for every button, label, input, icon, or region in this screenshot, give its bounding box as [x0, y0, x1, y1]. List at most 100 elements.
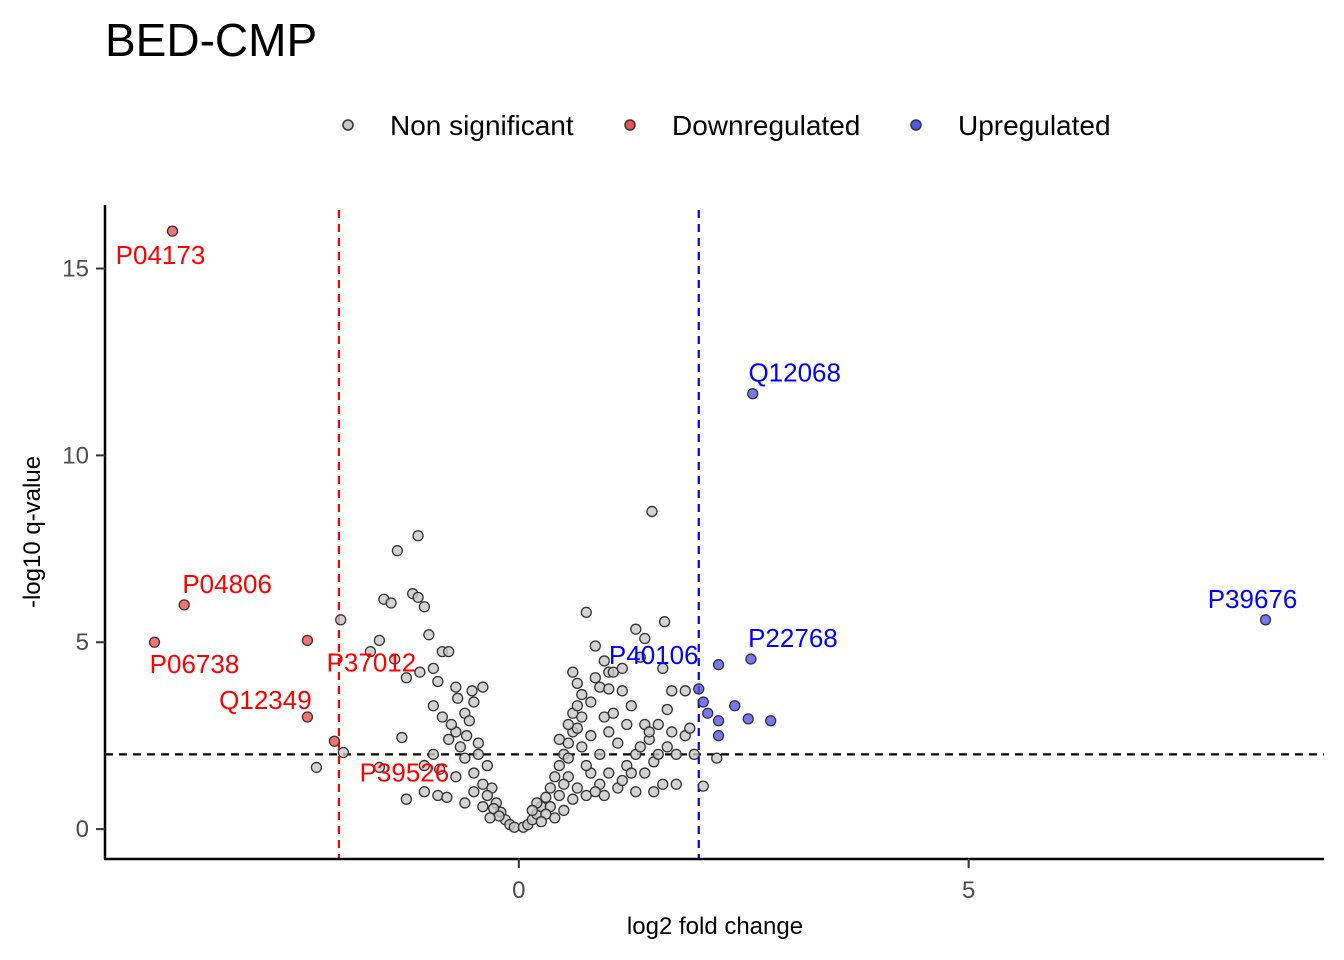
- point-non-significant: [666, 726, 678, 738]
- point-non-significant: [454, 741, 467, 753]
- legend-item-non-significant: Non significant: [342, 110, 574, 141]
- y-tick-label: 10: [62, 442, 89, 469]
- point-non-significant: [639, 767, 651, 779]
- y-tick-label: 15: [62, 256, 89, 283]
- point-non-significant: [580, 606, 592, 618]
- point-non-significant: [385, 597, 397, 609]
- x-axis-title: log2 fold change: [627, 913, 803, 940]
- point-upregulated: [712, 730, 725, 742]
- point-non-significant: [634, 651, 646, 663]
- point-non-significant: [594, 681, 606, 693]
- point-non-significant: [571, 677, 583, 690]
- point-non-significant: [481, 789, 493, 802]
- point-non-significant: [418, 601, 431, 613]
- point-non-significant: [493, 810, 505, 822]
- point-upregulated: [712, 715, 725, 727]
- point-non-significant: [364, 645, 377, 658]
- point-non-significant: [466, 685, 478, 697]
- point-non-significant: [481, 759, 493, 772]
- point-non-significant: [679, 685, 691, 697]
- point-non-significant: [400, 793, 413, 805]
- point-non-significant: [711, 752, 723, 764]
- point-non-significant: [648, 786, 660, 798]
- point-non-significant: [598, 789, 610, 802]
- point-non-significant: [443, 645, 455, 658]
- point-downregulated: [301, 711, 314, 723]
- point-non-significant: [418, 786, 431, 798]
- legend-key-upregulated: [910, 119, 922, 131]
- point-label-p39676: P39676: [1208, 584, 1298, 614]
- point-non-significant: [450, 681, 462, 693]
- point-label-p06738: P06738: [150, 649, 240, 679]
- point-non-significant: [589, 640, 601, 652]
- point-non-significant: [553, 733, 565, 746]
- point-non-significant: [553, 759, 565, 772]
- point-non-significant: [335, 614, 347, 626]
- point-non-significant: [337, 746, 350, 759]
- point-non-significant: [484, 812, 496, 824]
- point-non-significant: [639, 632, 651, 645]
- point-non-significant: [562, 718, 574, 731]
- point-label-p22768: P22768: [748, 623, 838, 653]
- point-non-significant: [459, 752, 471, 764]
- point-non-significant: [657, 662, 669, 675]
- point-non-significant: [540, 791, 552, 803]
- point-non-significant: [391, 545, 404, 557]
- legend-key-downregulated: [624, 119, 636, 131]
- point-non-significant: [571, 700, 583, 712]
- point-non-significant: [436, 711, 449, 723]
- point-label-q12349: Q12349: [219, 685, 312, 715]
- point-non-significant: [697, 780, 709, 792]
- point-non-significant: [594, 748, 606, 761]
- point-non-significant: [585, 730, 597, 742]
- point-upregulated: [693, 683, 705, 695]
- point-non-significant: [418, 759, 431, 772]
- point-non-significant: [603, 767, 615, 779]
- point-non-significant: [643, 726, 655, 738]
- point-non-significant: [661, 703, 673, 716]
- point-non-significant: [598, 655, 610, 667]
- point-upregulated: [1259, 614, 1272, 626]
- point-label-p39526: P39526: [360, 757, 450, 787]
- point-non-significant: [567, 793, 579, 805]
- point-non-significant: [553, 789, 565, 802]
- point-non-significant: [625, 700, 637, 712]
- legend-item-upregulated: Upregulated: [910, 110, 1111, 141]
- point-non-significant: [661, 741, 673, 753]
- point-non-significant: [576, 688, 588, 701]
- point-non-significant: [441, 791, 453, 803]
- point-non-significant: [670, 778, 682, 790]
- point-upregulated: [702, 707, 714, 719]
- point-non-significant: [612, 737, 624, 749]
- point-non-significant: [472, 737, 484, 749]
- point-non-significant: [526, 804, 538, 817]
- point-non-significant: [607, 707, 619, 719]
- legend: Non significant Downregulated Upregulate…: [342, 110, 1111, 141]
- point-label-p40106: P40106: [609, 640, 699, 670]
- y-axis-ticks: 0 5 10 15: [62, 256, 105, 843]
- point-non-significant: [630, 623, 642, 635]
- point-upregulated: [742, 713, 754, 725]
- point-non-significant: [427, 748, 440, 761]
- point-upregulated: [745, 653, 757, 665]
- point-non-significant: [396, 731, 408, 744]
- point-non-significant: [544, 782, 556, 794]
- point-non-significant: [616, 662, 628, 675]
- point-non-significant: [443, 733, 455, 746]
- point-non-significant: [400, 672, 413, 684]
- y-tick-label: 0: [76, 816, 89, 843]
- legend-item-downregulated: Downregulated: [624, 110, 860, 141]
- point-non-significant: [549, 771, 561, 783]
- point-non-significant: [468, 786, 480, 798]
- point-non-significant: [670, 748, 682, 761]
- point-non-significant: [589, 672, 601, 684]
- point-non-significant: [652, 718, 664, 731]
- point-non-significant: [414, 666, 426, 678]
- point-non-significant: [459, 797, 471, 809]
- point-non-significant: [468, 696, 480, 708]
- point-non-significant: [684, 722, 696, 734]
- point-non-significant: [477, 681, 489, 693]
- point-non-significant: [432, 675, 444, 688]
- point-non-significant: [616, 685, 628, 697]
- point-non-significant: [310, 761, 323, 774]
